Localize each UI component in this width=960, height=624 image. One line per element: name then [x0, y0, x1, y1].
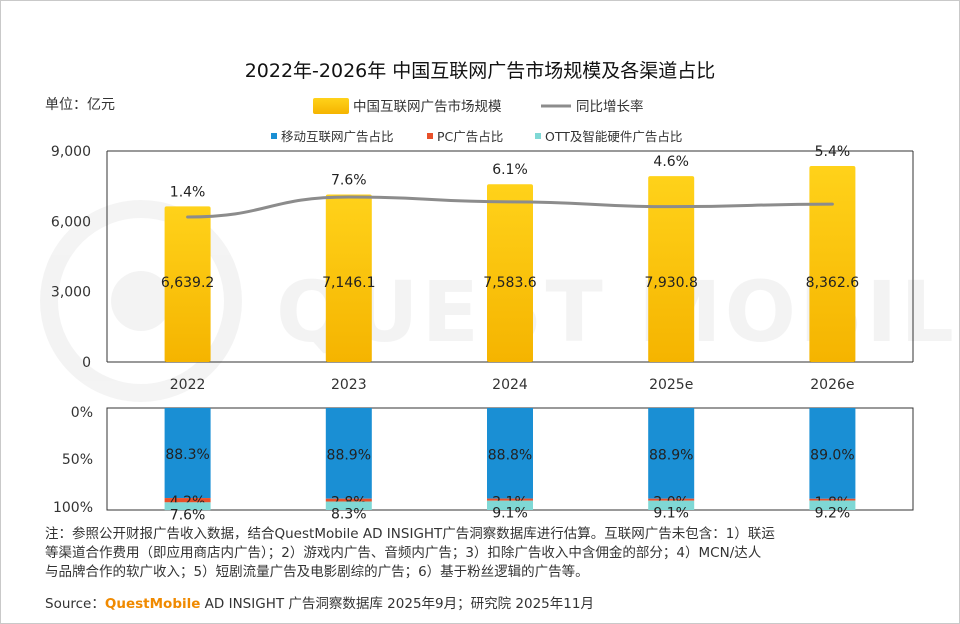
watermark-logo-ring [40, 200, 242, 402]
bottom-y-tick-label: 50% [62, 452, 93, 468]
ott-share-segment [648, 500, 695, 510]
source-line: Source：QuestMobile AD INSIGHT 广告洞察数据库 20… [45, 592, 594, 612]
mobile-share-label: 89.0% [810, 447, 854, 463]
source-brand: QuestMobile [104, 596, 201, 612]
legend-swatch-mobile [271, 133, 277, 139]
pc-share-segment [487, 498, 533, 501]
top-y-tick-label: 3,000 [51, 285, 91, 301]
ott-share-label: 7.6% [170, 507, 206, 523]
top-chart-bars: 6,639.2 1.4% 7,146.1 7.6% 7,583.6 6.1% 7,930.8… [161, 144, 859, 362]
top-y-tick-label: 0 [82, 355, 91, 371]
legend-swatch-ott [535, 133, 541, 139]
growth-rate-label: 6.1% [492, 162, 528, 178]
ott-share-label: 8.3% [331, 507, 367, 523]
unit-label: 单位：亿元 [45, 97, 115, 113]
growth-rate-label: 4.6% [653, 154, 689, 170]
legend-label-mobile: 移动互联网广告占比 [281, 129, 394, 144]
growth-rate-line [186, 195, 834, 219]
growth-rate-label: 7.6% [331, 172, 367, 188]
legend-label-pc: PC广告占比 [437, 129, 503, 144]
growth-rate-label: 1.4% [170, 184, 206, 200]
x-axis-category-label: 2023 [331, 377, 367, 393]
legend-item-pc-share: PC广告占比 [427, 129, 503, 144]
top-y-tick-label: 6,000 [51, 214, 91, 230]
growth-rate-label: 5.4% [815, 144, 851, 160]
x-axis-category-label: 2026e [810, 377, 854, 393]
ott-share-label: 9.1% [492, 506, 528, 522]
legend-item-growth-rate: 同比增长率 [541, 98, 644, 115]
ott-share-segment [809, 500, 856, 510]
market-size-value-label: 7,583.6 [483, 275, 537, 291]
ott-share-label: 9.2% [815, 506, 851, 522]
footnote-line-1: 注：参照公开财报广告收入数据，结合QuestMobile AD INSIGHT广… [45, 526, 775, 542]
x-axis-category-label: 2024 [492, 377, 528, 393]
chart-canvas: QUEST MOBILE 2022年-2026年 中国互联网广告市场规模及各渠道… [40, 60, 960, 523]
legend-item-mobile-share: 移动互联网广告占比 [271, 129, 394, 144]
legend-swatch-market-size [313, 98, 349, 114]
growth-line-layer [186, 195, 834, 219]
legend-label-market-size: 中国互联网广告市场规模 [353, 98, 502, 115]
mobile-share-segment [809, 408, 856, 499]
top-chart-x-labels: 2022 2023 2024 2025e 2026e [170, 377, 855, 393]
ott-share-segment [164, 502, 211, 511]
legend-label-growth-rate: 同比增长率 [576, 98, 644, 115]
legend-item-ott-share: OTT及智能硬件广告占比 [535, 129, 682, 144]
source-prefix: Source： [45, 596, 105, 612]
source-rest: AD INSIGHT 广告洞察数据库 2025年9月；研究院 2025年11月 [200, 596, 594, 612]
top-y-tick-label: 9,000 [51, 144, 91, 160]
pc-share-segment [648, 498, 695, 501]
chart-title: 2022年-2026年 中国互联网广告市场规模及各渠道占比 [245, 60, 716, 82]
bottom-chart-y-ticks: 0% 50% 100% [53, 405, 93, 516]
pc-share-segment [809, 498, 856, 501]
ott-share-segment [487, 500, 533, 510]
market-size-value-label: 7,930.8 [644, 275, 697, 291]
market-size-bar [648, 176, 695, 362]
top-chart-y-ticks: 0 3,000 6,000 9,000 [51, 144, 91, 371]
footnote-line-2: 等渠道合作费用（即应用商店内广告）；2）游戏内广告、音频内广告；3）扣除广告收入… [45, 545, 762, 561]
bottom-y-tick-label: 0% [71, 405, 93, 421]
market-size-bar [809, 165, 856, 362]
market-size-bar [325, 194, 372, 362]
mobile-share-label: 88.9% [327, 447, 371, 463]
bottom-chart-stacks: 88.3%4.2%7.6%88.9%2.8%8.3%88.8%2.1%9.1%8… [164, 408, 856, 523]
watermark-logo-dot [111, 271, 171, 331]
mobile-share-label: 88.9% [649, 447, 693, 463]
ott-share-label: 9.1% [653, 506, 689, 522]
x-axis-category-label: 2025e [649, 377, 693, 393]
bottom-y-tick-label: 100% [53, 500, 93, 516]
footnote-line-3: 与品牌合作的软广收入；5）短剧流量广告及电影剧综的广告；6）基于粉丝逻辑的广告等… [45, 564, 589, 580]
legend-item-market-size: 中国互联网广告市场规模 [313, 98, 502, 115]
market-size-bar [164, 206, 211, 362]
legend-swatch-pc [427, 133, 433, 139]
mobile-share-segment [325, 408, 372, 499]
pc-share-segment [164, 498, 211, 503]
footnote: 注：参照公开财报广告收入数据，结合QuestMobile AD INSIGHT广… [45, 525, 925, 582]
pc-share-segment [325, 498, 372, 502]
ott-share-segment [325, 501, 372, 510]
mobile-share-segment [648, 408, 695, 499]
legend-label-ott: OTT及智能硬件广告占比 [545, 129, 682, 144]
mobile-share-segment [487, 408, 533, 499]
market-size-bar [487, 184, 533, 362]
mobile-share-segment [164, 408, 211, 499]
mobile-share-label: 88.3% [165, 447, 209, 463]
mobile-share-label: 88.8% [488, 447, 532, 463]
market-size-value-label: 8,362.6 [806, 275, 860, 291]
market-size-value-label: 7,146.1 [322, 275, 375, 291]
market-size-value-label: 6,639.2 [161, 275, 214, 291]
x-axis-category-label: 2022 [170, 377, 206, 393]
